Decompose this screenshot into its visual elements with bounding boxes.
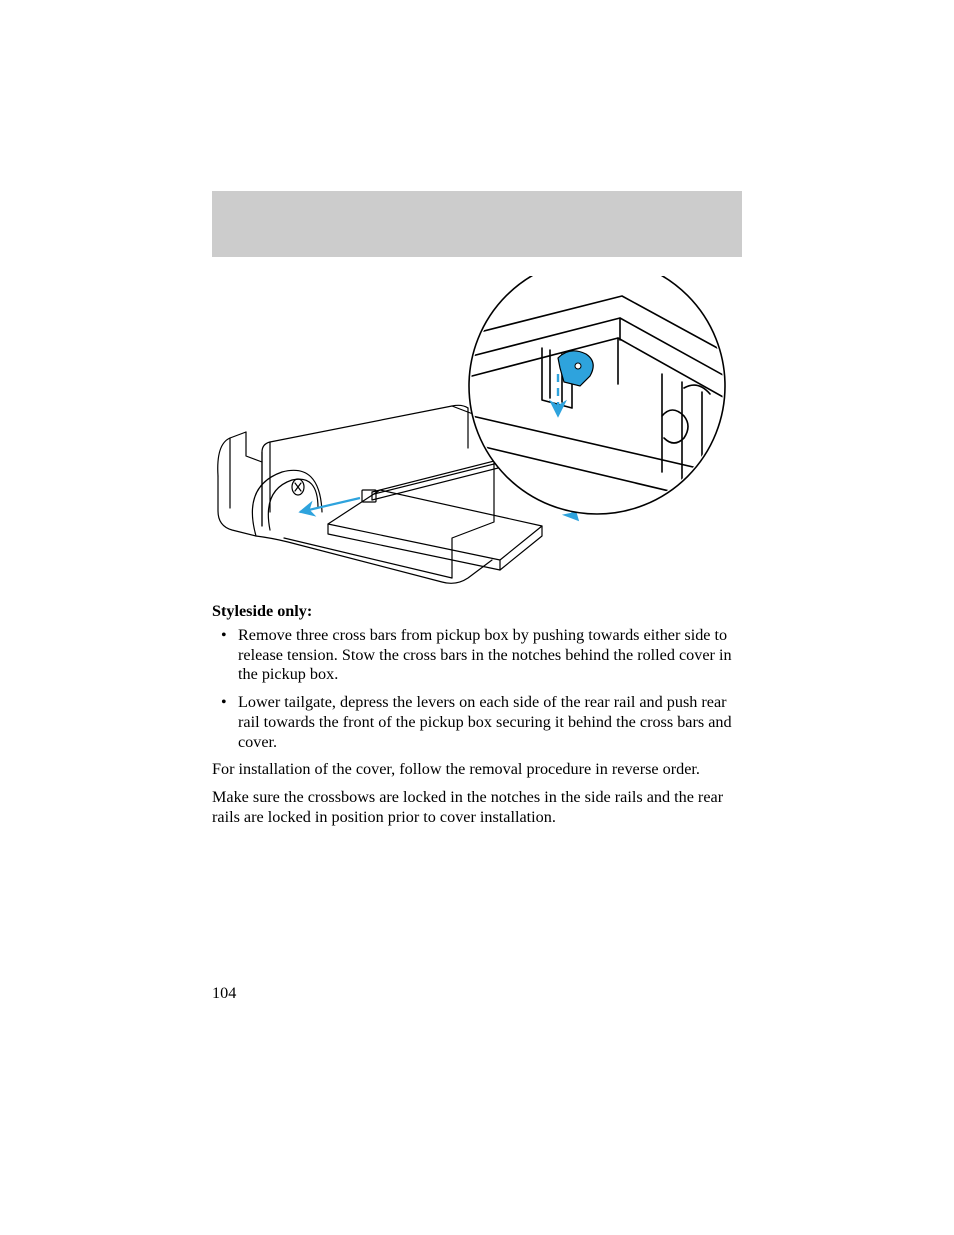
arrow-left-icon	[300, 498, 360, 512]
page-number: 104	[212, 984, 236, 1003]
diagram-figure	[212, 276, 742, 592]
list-item: Remove three cross bars from pickup box …	[212, 626, 742, 685]
detail-circle	[469, 276, 732, 514]
body-content: Styleside only: Remove three cross bars …	[212, 602, 742, 828]
truck-bed-diagram-svg	[212, 276, 742, 592]
section-heading: Styleside only:	[212, 602, 742, 622]
list-item: Lower tailgate, depress the levers on ea…	[212, 693, 742, 752]
body-paragraph: For installation of the cover, follow th…	[212, 760, 742, 780]
bullet-list: Remove three cross bars from pickup box …	[212, 626, 742, 753]
header-bar	[212, 191, 742, 257]
body-paragraph: Make sure the crossbows are locked in th…	[212, 788, 742, 828]
